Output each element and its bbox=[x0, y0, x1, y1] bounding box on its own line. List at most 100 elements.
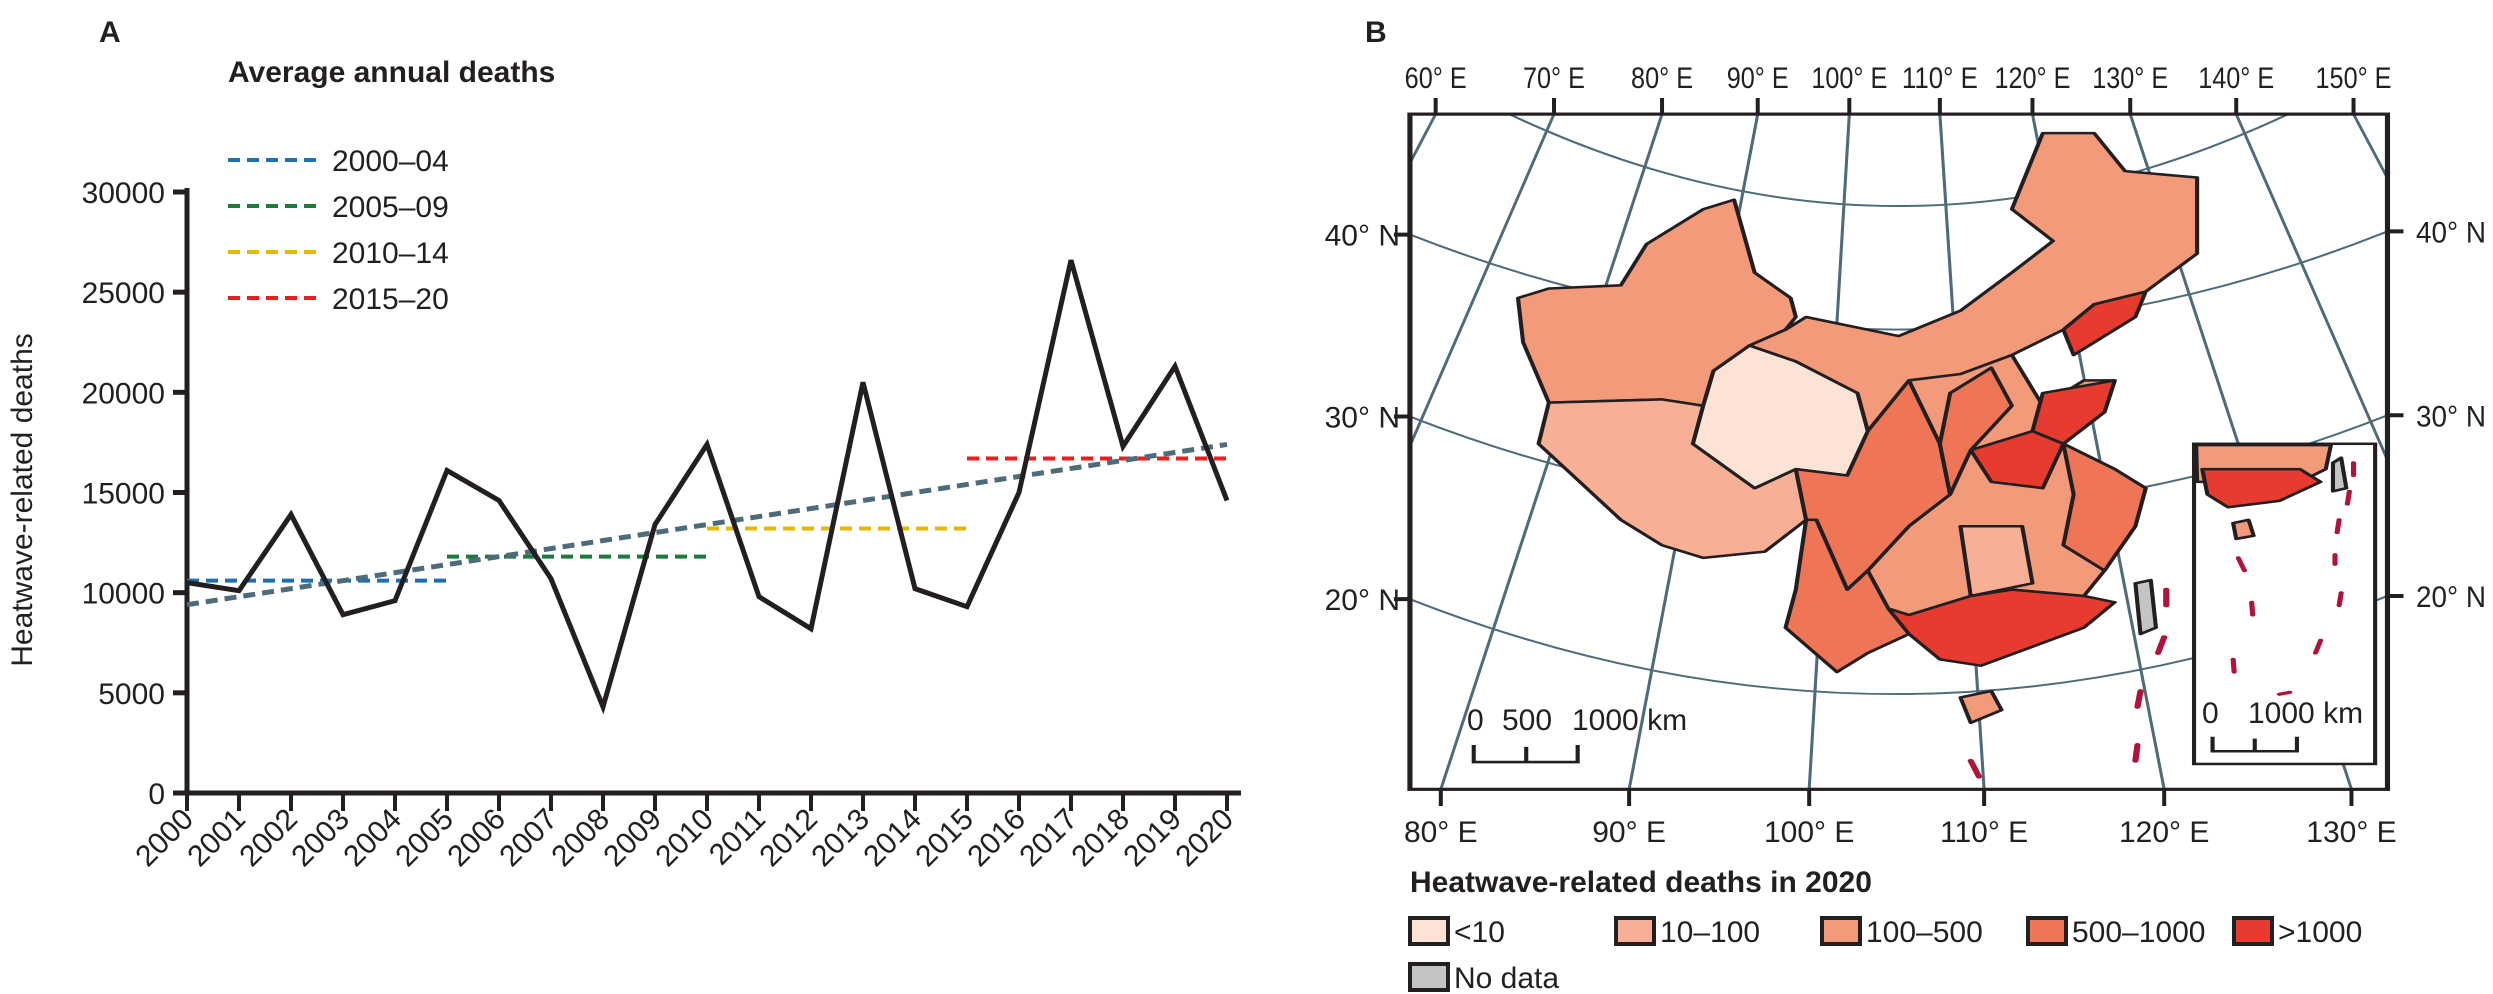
scale-bar-1000km: 1000 km bbox=[1572, 704, 1687, 737]
x-tick-label: 2002 bbox=[233, 803, 304, 874]
panel-a-label: A bbox=[99, 16, 121, 49]
y-tick-label: 5000 bbox=[98, 678, 165, 711]
left-latitude-label: 30° N bbox=[1325, 402, 1400, 435]
region-hunan bbox=[1958, 524, 2035, 598]
right-latitude-label: 20° N bbox=[2416, 581, 2486, 614]
x-tick-label: 2016 bbox=[961, 803, 1032, 874]
y-axis-label: Heatwave-related deaths bbox=[6, 333, 39, 667]
x-tick-label: 2003 bbox=[285, 803, 356, 874]
line-chart: 0500010000150002000025000300002000200120… bbox=[82, 177, 1241, 873]
parallel-40n bbox=[1409, 230, 2388, 331]
legend-swatch bbox=[1408, 916, 1450, 946]
x-tick-label: 2005 bbox=[389, 803, 460, 874]
trend-line bbox=[186, 441, 1228, 608]
y-tick-label: 25000 bbox=[82, 277, 165, 310]
top-longitude-label: 120° E bbox=[1994, 62, 2070, 95]
bottom-longitude-label: 120° E bbox=[2119, 816, 2209, 849]
map-legend-label: 100–500 bbox=[1866, 916, 1983, 949]
top-longitude-label: 140° E bbox=[2198, 62, 2274, 95]
x-tick-label: 2004 bbox=[337, 803, 408, 874]
bottom-longitude-label: 80° E bbox=[1404, 816, 1478, 849]
panel-b-label: B bbox=[1365, 16, 1387, 49]
top-longitude-label: 80° E bbox=[1631, 62, 1693, 95]
x-tick-label: 2013 bbox=[805, 803, 876, 874]
x-tick-label: 2014 bbox=[857, 803, 928, 874]
top-longitude-label: 100° E bbox=[1811, 62, 1887, 95]
legend-swatch bbox=[1614, 916, 1656, 946]
top-longitude-label: 70° E bbox=[1523, 62, 1585, 95]
inset-scale-bar-0: 0 bbox=[2202, 697, 2219, 730]
right-latitude-label: 40° N bbox=[2416, 216, 2486, 249]
deaths-series-line bbox=[186, 259, 1230, 715]
x-tick-label: 2008 bbox=[545, 803, 616, 874]
map-legend: <10 10–100 100–500 500–1000 >1000 No data bbox=[1408, 916, 2362, 994]
bottom-longitude-label: 130° E bbox=[2306, 816, 2396, 849]
map-legend-title: Heatwave-related deaths in 2020 bbox=[1410, 866, 1872, 899]
legend-swatch bbox=[2026, 916, 2068, 946]
x-tick-label: 2011 bbox=[703, 803, 772, 872]
region-east bbox=[2061, 442, 2148, 572]
x-tick-label: 2000 bbox=[129, 803, 200, 874]
legend-entry: 2005–09 bbox=[332, 191, 449, 224]
top-longitude-label: 150° E bbox=[2316, 62, 2392, 95]
legend-entry: 2010–14 bbox=[332, 237, 449, 270]
y-tick-label: 20000 bbox=[82, 377, 165, 410]
left-latitude-label: 20° N bbox=[1325, 584, 1400, 617]
map bbox=[1407, 112, 2391, 791]
y-tick-label: 30000 bbox=[82, 177, 165, 210]
x-tick-label: 2015 bbox=[909, 803, 980, 874]
region-guangxi-guangdong bbox=[1886, 588, 2117, 667]
meridian-70e bbox=[1409, 114, 1556, 450]
region-shandong bbox=[2030, 379, 2117, 446]
x-tick-label: 2009 bbox=[597, 803, 668, 874]
meridian-60e bbox=[1409, 114, 1438, 167]
x-tick-label: 2017 bbox=[1013, 803, 1084, 874]
bottom-longitude-label: 90° E bbox=[1592, 816, 1666, 849]
inset-south-china-sea bbox=[2194, 443, 2357, 753]
map-legend-label: 500–1000 bbox=[2072, 916, 2205, 949]
map-legend-label: <10 bbox=[1454, 916, 1505, 949]
inset-nine-dash-line bbox=[2230, 461, 2357, 696]
map-legend-label: 10–100 bbox=[1660, 916, 1760, 949]
top-longitude-label: 110° E bbox=[1902, 62, 1978, 95]
nine-dash-line bbox=[1967, 587, 2170, 779]
provinces bbox=[1515, 131, 2200, 725]
inset-scale-bar-1000km: 1000 km bbox=[2248, 697, 2363, 730]
map-frame bbox=[1407, 112, 2391, 791]
map-legend-label: >1000 bbox=[2278, 916, 2362, 949]
region-liaoning bbox=[2061, 290, 2148, 357]
x-tick-label: 2001 bbox=[181, 803, 252, 874]
x-tick-label: 2006 bbox=[441, 803, 512, 874]
map-legend-label: No data bbox=[1454, 962, 1559, 994]
top-longitude-label: 60° E bbox=[1405, 62, 1467, 95]
right-latitude-label: 30° N bbox=[2416, 400, 2486, 433]
top-longitude-label: 130° E bbox=[2092, 62, 2168, 95]
parallel-50n bbox=[1507, 114, 2291, 208]
legend-title: Average annual deaths bbox=[228, 56, 555, 89]
region-north bbox=[1747, 131, 2200, 433]
meridian-140e bbox=[2234, 114, 2388, 464]
y-tick-label: 10000 bbox=[82, 578, 165, 611]
legend: 2000–04 2005–09 2010–14 2015–20 bbox=[228, 145, 449, 316]
y-tick-label: 15000 bbox=[82, 478, 165, 511]
x-tick-label: 2020 bbox=[1169, 803, 1240, 874]
bottom-longitude-label: 110° E bbox=[1940, 816, 2028, 849]
scale-bar-500: 500 bbox=[1502, 704, 1552, 737]
region-henan bbox=[1968, 429, 2066, 490]
scale-bar-0: 0 bbox=[1467, 704, 1484, 737]
left-latitude-label: 40° N bbox=[1325, 220, 1400, 253]
legend-entry: 2000–04 bbox=[332, 145, 449, 178]
legend-swatch bbox=[2232, 916, 2274, 946]
region-hainan bbox=[1958, 689, 2004, 725]
x-tick-label: 2019 bbox=[1117, 803, 1188, 874]
map-graticule-labels: 60° E 70° E 80° E 90° E 100° E 110° E 120° E 13… bbox=[1325, 62, 2486, 849]
top-longitude-label: 90° E bbox=[1727, 62, 1789, 95]
x-tick-label: 2010 bbox=[649, 803, 720, 874]
legend-swatch bbox=[1820, 916, 1862, 946]
x-tick-label: 2012 bbox=[753, 803, 824, 874]
x-tick-label: 2018 bbox=[1065, 803, 1136, 874]
legend-entry: 2015–20 bbox=[332, 283, 449, 316]
legend-swatch bbox=[1408, 962, 1450, 992]
y-tick-label: 0 bbox=[148, 778, 165, 811]
